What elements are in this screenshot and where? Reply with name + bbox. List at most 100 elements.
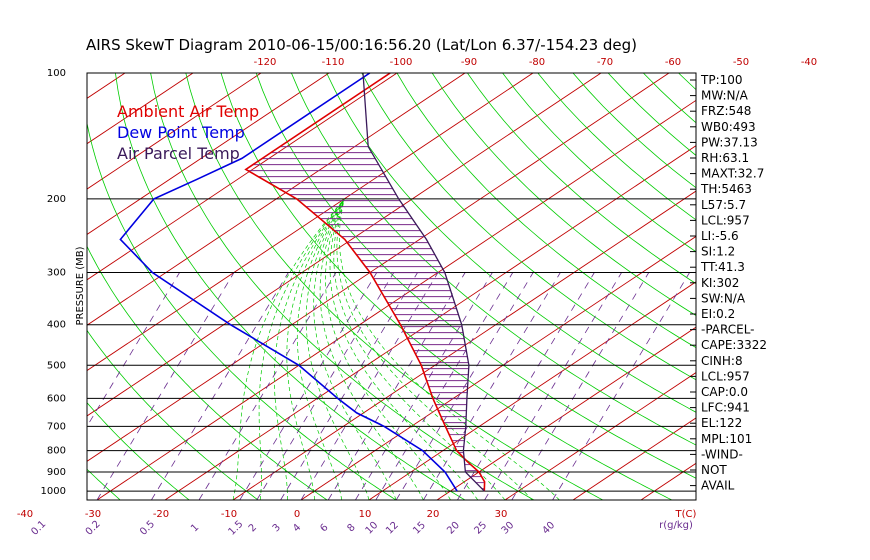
dry-adiabat-line [115,73,466,500]
bottom-temp-tick-label: -30 [85,509,101,520]
isotherm-line [87,73,126,99]
mixing-ratio-tick-label: 0.5 [138,519,157,538]
dewpoint-temp-line [119,72,458,492]
ambient-temp-line [244,72,486,492]
mixing-ratio-line [511,272,650,500]
mixing-ratio-line [355,272,493,500]
mixing-ratio-line [239,272,378,500]
index-label: EI:0.2 [701,307,735,321]
parcel-temp-line [362,72,485,492]
mixing-ratio-tick-label: 25 [472,520,489,537]
pressure-tick-label: 800 [47,446,66,457]
isotherm-line [368,281,696,500]
index-label: NOT [701,463,727,477]
mixing-ratio-line [256,272,395,500]
dry-adiabat-line [255,73,696,479]
dry-adiabat-line [220,73,673,500]
top-temp-tick-label: -40 [801,57,817,68]
dry-adiabat-line [361,73,696,381]
bottom-temp-tick-label: -20 [153,509,169,520]
mixing-ratio-line [198,272,337,500]
moist-adiabat-line [333,198,506,500]
mixing-ratio-tick-label: 40 [540,520,557,537]
moist-adiabat-line [313,198,397,500]
pressure-tick-label: 700 [47,421,66,432]
top-temp-tick-label: -100 [390,57,413,68]
pressure-tick-label: 900 [47,467,66,478]
moist-adiabat-line [296,198,345,500]
pressure-tick-label: 200 [47,194,66,205]
mixing-ratio-tick-label: 20 [445,520,462,537]
top-temp-tick-label: -60 [665,57,681,68]
mixing-ratio-unit-label: r(g/kg) [659,520,693,531]
bottom-temp-tick-label: -10 [221,509,237,520]
index-label: MPL:101 [701,432,752,446]
top-temp-tick-label: -110 [322,57,345,68]
pressure-tick-label: 300 [47,268,66,279]
index-label: LFC:941 [701,401,750,415]
mixing-ratio-tick-label: 6 [318,522,330,534]
dry-adiabat-line [87,402,190,500]
mixing-ratio-line [151,272,289,500]
index-label: CAPE:3322 [701,338,767,352]
top-temp-tick-label: -80 [529,57,545,68]
moist-adiabat-line [329,198,479,500]
pressure-tick-label: 500 [47,360,66,371]
isotherm-line [87,73,534,372]
mixing-ratio-line [423,272,561,500]
isotherm-line [504,372,696,500]
moist-adiabat-line [339,198,560,500]
mixing-ratio-tick-label: 15 [411,520,428,537]
bottom-temp-tick-label: 0 [294,509,300,520]
dry-adiabat-line [502,73,696,253]
top-temp-tick-label: -70 [597,57,613,68]
pressure-tick-label: 1000 [41,486,66,497]
index-label: TH:5463 [700,182,752,196]
isotherm-line [164,145,696,500]
dry-adiabat-line [0,73,51,500]
mixing-ratio-tick-label: 0.2 [84,519,103,538]
index-label: LCL:957 [701,369,750,383]
cape-hatch-layer [247,146,485,490]
mixing-ratio-line [87,272,180,428]
isotherm-line [300,235,696,500]
dry-adiabat-line [87,468,121,500]
y-axis-label: PRESSURE (MB) [75,246,86,325]
mixing-ratio-tick-label: 3 [271,522,283,534]
moist-adiabat-line [258,198,345,500]
index-label: CINH:8 [701,354,743,368]
index-label: TP:100 [700,73,743,87]
pressure-tick-label: 600 [47,393,66,404]
index-label: -PARCEL- [701,323,755,337]
index-label: TT:41.3 [700,260,745,274]
isotherm-line [87,73,670,462]
moist-adiabat-line [286,198,345,500]
isotherm-line [87,73,398,281]
mixing-ratio-tick-label: 0.1 [29,519,48,538]
isotherm-line [87,73,602,417]
dry-adiabat-line [431,73,696,316]
pressure-tick-label: 100 [47,68,66,79]
mixing-ratio-line [327,272,466,500]
index-label: KI:302 [701,276,739,290]
dry-adiabat-line [749,73,870,500]
mixing-ratio-tick-label: 1.5 [227,519,246,538]
legend-entry: Dew Point Temp [117,123,245,142]
temp-unit-label: T(C) [675,509,697,520]
bottom-temp-tick-label: 20 [427,509,440,520]
legend: Ambient Air Temp Dew Point Temp Air Parcel… [117,102,259,163]
moist-adiabat-line [325,198,451,500]
dry-adiabat-line [87,329,259,500]
chart-title: AIRS SkewT Diagram 2010-06-15/00:16:56.2… [86,36,637,54]
index-label: CAP:0.0 [701,385,748,399]
isotherm-line [87,73,330,236]
index-label: LI:-5.6 [701,229,739,243]
index-label: L57:5.7 [701,198,746,212]
mixing-ratio-tick-label: 1 [189,522,201,534]
bottom-temp-tick-label: 30 [495,509,508,520]
dry-adiabat-line [185,73,604,500]
mixing-ratio-tick-label: 30 [500,520,517,537]
index-label: MW:N/A [701,89,749,103]
dry-adiabat-line [87,121,397,500]
